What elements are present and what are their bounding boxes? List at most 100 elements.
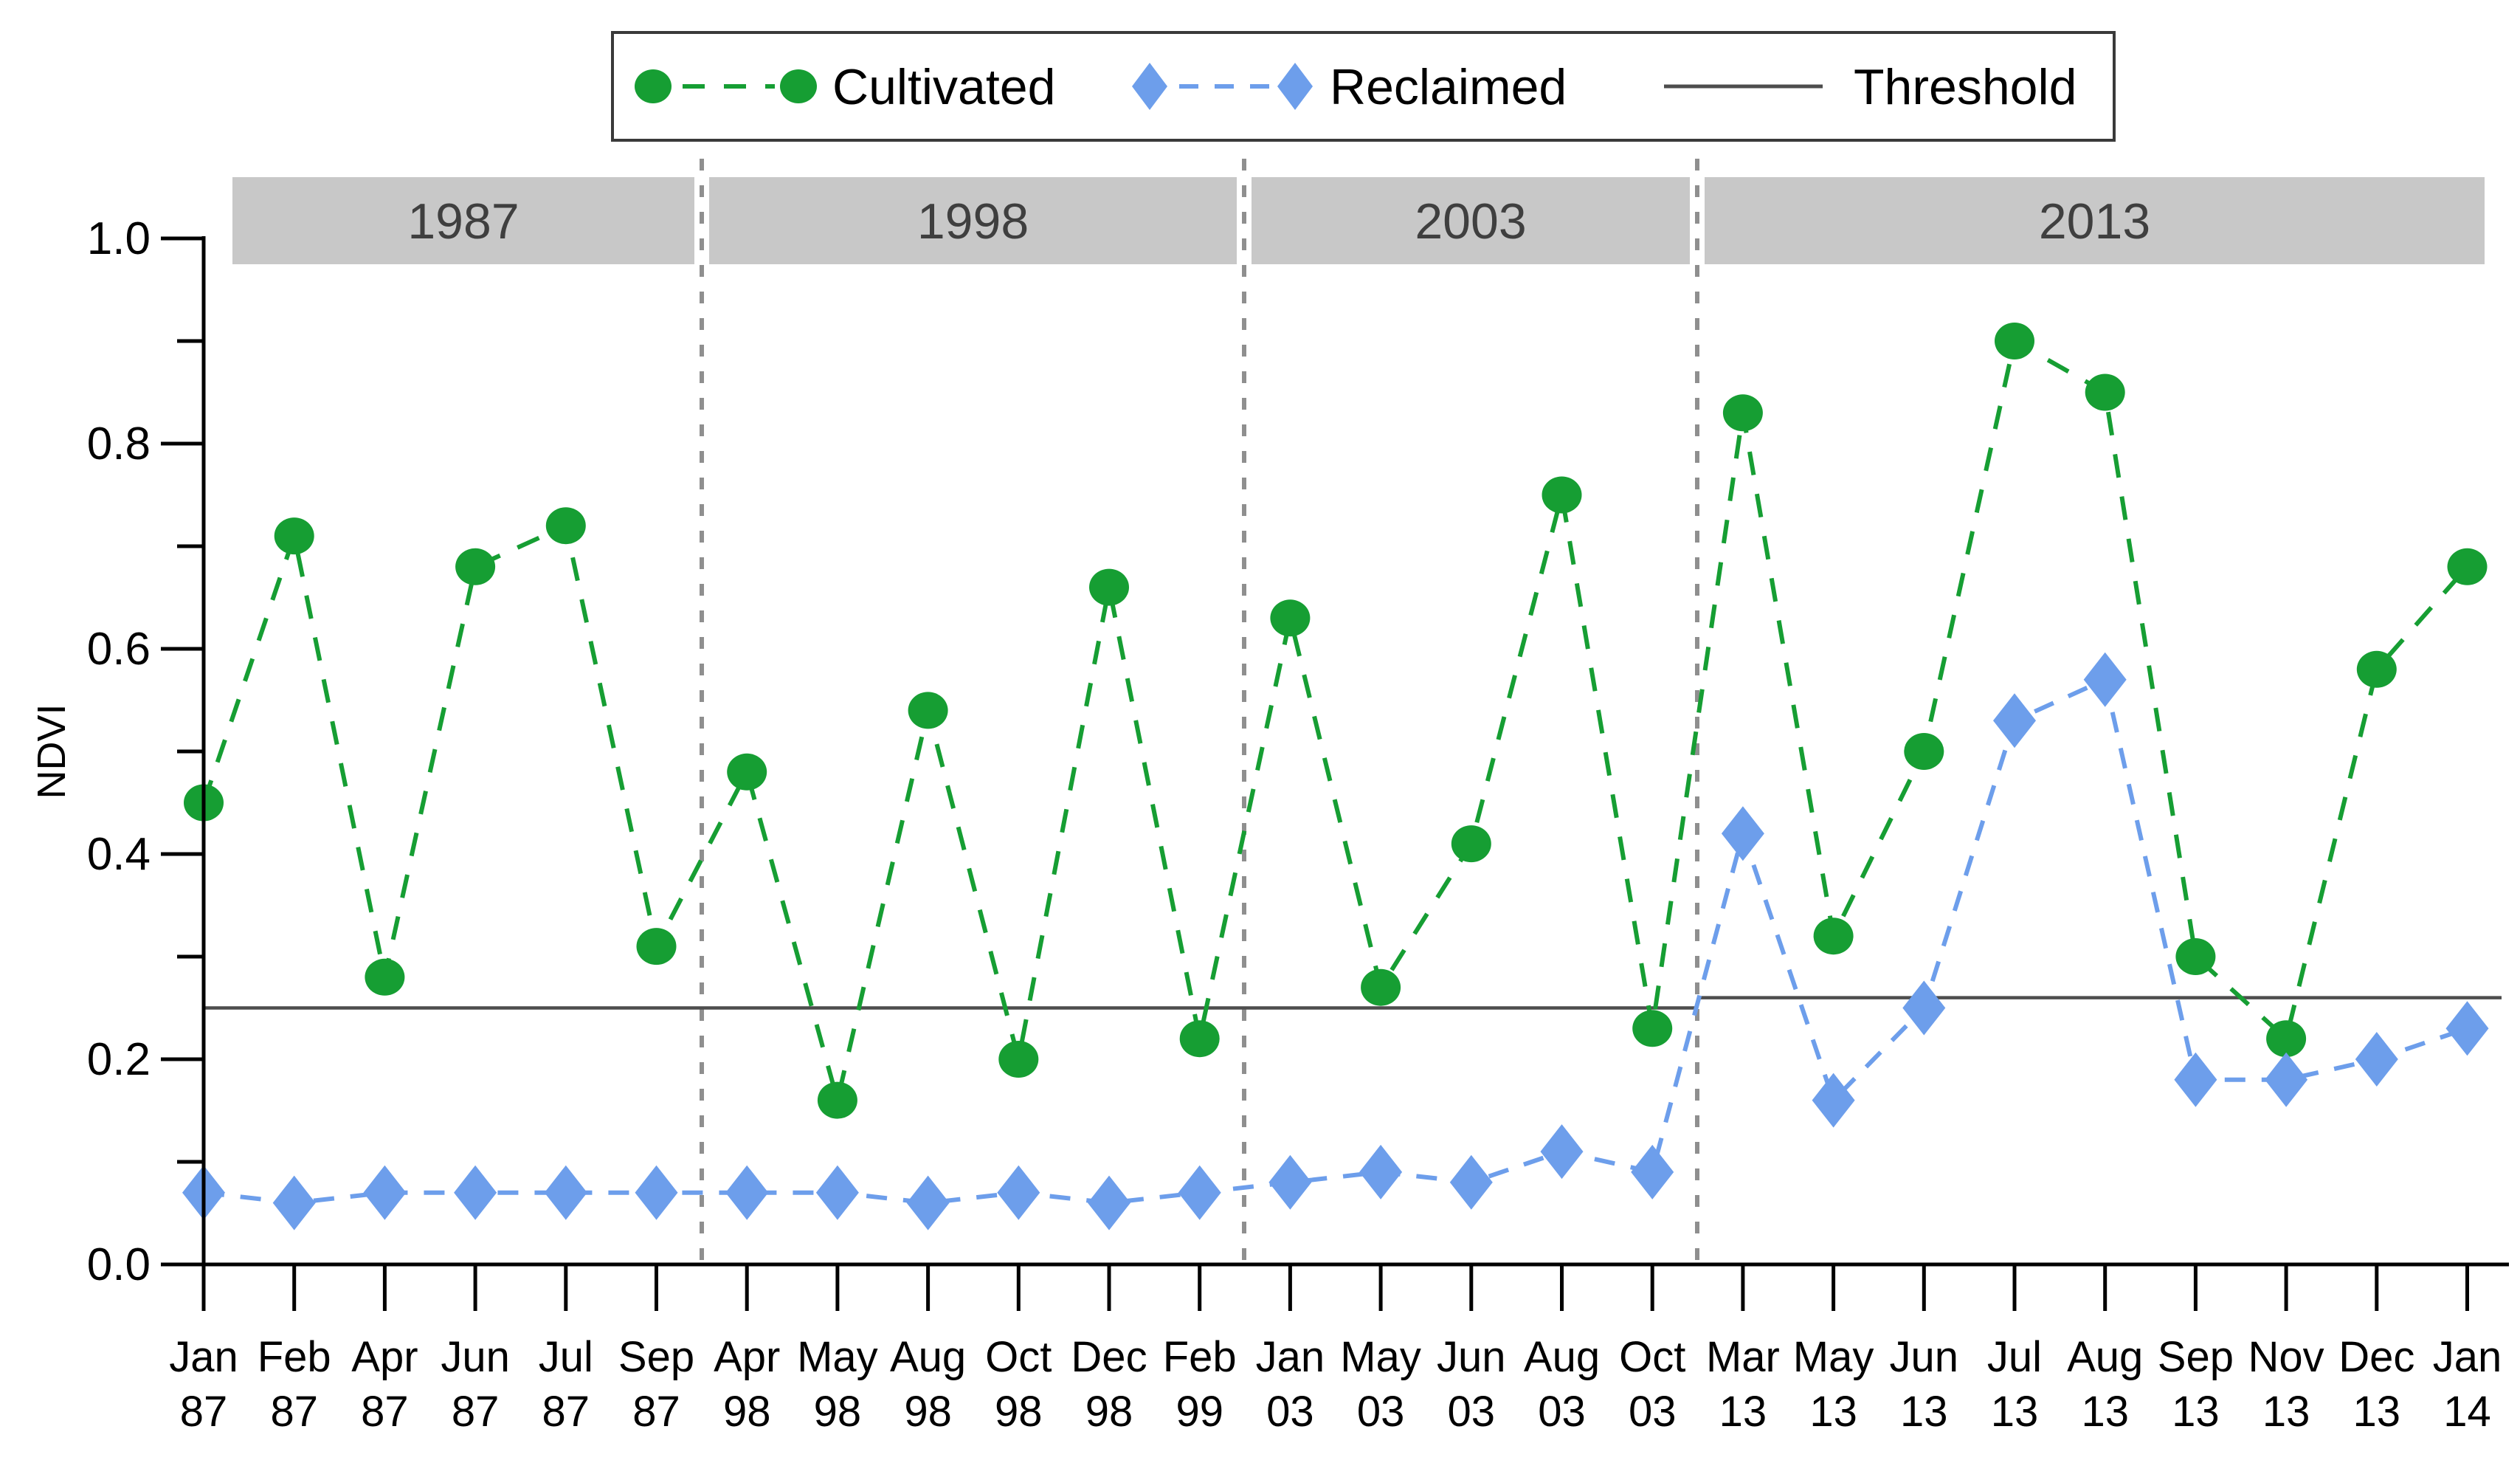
point-reclaimed-Mar-13 (1721, 806, 1764, 861)
y-tick-label: 0.0 (87, 1239, 151, 1290)
legend-reclaimed-diamond-icon (1132, 63, 1167, 110)
x-tick-label-month: Apr (714, 1333, 780, 1381)
panel-label-1987: 1987 (407, 193, 519, 249)
x-tick-label-year: 87 (632, 1388, 680, 1436)
point-cultivated-Dec-98 (1089, 568, 1129, 606)
point-reclaimed-Aug-13 (2083, 652, 2127, 707)
legend-reclaimed-diamond-icon (1277, 63, 1313, 110)
x-tick-label-year: 87 (180, 1388, 228, 1436)
x-tick-label-month: Jan (1256, 1333, 1325, 1381)
point-reclaimed-Dec-13 (2355, 1032, 2398, 1087)
x-tick-label-year: 98 (995, 1388, 1043, 1436)
x-tick-label-month: Jun (441, 1333, 510, 1381)
point-reclaimed-May-98 (815, 1165, 859, 1220)
point-reclaimed-Aug-98 (906, 1175, 950, 1230)
x-tick-label-year: 03 (1538, 1388, 1586, 1436)
panel-band (709, 177, 1237, 264)
x-tick-label-month: Jun (1890, 1333, 1959, 1381)
point-reclaimed-May-03 (1359, 1144, 1403, 1199)
point-cultivated-Mar-13 (1722, 394, 1763, 432)
x-tick-label-year: 87 (361, 1388, 409, 1436)
legend-cultivated-dot-icon (635, 69, 672, 103)
point-cultivated-May-13 (1813, 918, 1854, 955)
point-reclaimed-May-13 (1812, 1073, 1855, 1128)
point-cultivated-Dec-13 (2356, 650, 2397, 688)
point-reclaimed-Jun-03 (1449, 1154, 1493, 1210)
point-reclaimed-Apr-87 (363, 1165, 407, 1220)
x-tick-label-year: 87 (270, 1388, 318, 1436)
point-cultivated-Sep-87 (636, 928, 677, 965)
x-tick-label-month: Jul (1987, 1333, 2042, 1381)
point-reclaimed-Dec-98 (1088, 1175, 1130, 1230)
x-tick-label-month: Nov (2248, 1333, 2324, 1381)
x-tick-label-month: Feb (1163, 1333, 1237, 1381)
point-reclaimed-Feb-99 (1178, 1165, 1221, 1220)
x-tick-label-year: 03 (1357, 1388, 1405, 1436)
x-tick-label-month: Jan (169, 1333, 238, 1381)
x-tick-label-year: 87 (452, 1388, 500, 1436)
point-cultivated-Jul-13 (1995, 323, 2034, 359)
x-tick-label-year: 13 (1719, 1388, 1767, 1436)
series-reclaimed (182, 652, 2489, 1230)
point-cultivated-Jan-03 (1270, 599, 1311, 637)
x-tick-label-month: May (797, 1333, 878, 1381)
point-cultivated-Aug-98 (908, 692, 948, 729)
x-tick-label-month: Dec (2338, 1333, 2414, 1381)
x-tick-label-year: 14 (2443, 1388, 2491, 1436)
point-cultivated-Feb-99 (1179, 1020, 1220, 1058)
point-reclaimed-Jul-13 (1993, 693, 2036, 748)
x-tick-label-month: May (1793, 1333, 1874, 1381)
panel-label-2013: 2013 (2039, 193, 2150, 249)
y-tick-label: 0.6 (87, 624, 151, 675)
legend-cultivated-dot-icon (780, 69, 817, 103)
point-cultivated-Sep-13 (2175, 938, 2216, 975)
x-tick-label-year: 98 (904, 1388, 952, 1436)
point-cultivated-Jun-13 (1904, 733, 1944, 770)
point-reclaimed-Oct-03 (1631, 1144, 1674, 1199)
y-tick-label: 1.0 (87, 213, 151, 264)
point-reclaimed-Oct-98 (997, 1165, 1040, 1220)
y-axis-title: NDVI (30, 703, 74, 799)
panel-label-2003: 2003 (1415, 193, 1526, 249)
x-tick-label-month: Jan (2433, 1333, 2502, 1381)
legend: Cultivated Reclaimed Threshold (611, 31, 2116, 142)
legend-item-cultivated: Cultivated (635, 59, 1055, 115)
x-tick-label-month: Sep (618, 1333, 694, 1381)
x-tick-label-year: 13 (2172, 1388, 2220, 1436)
point-cultivated-Jun-03 (1451, 825, 1491, 863)
legend-threshold-label: Threshold (1854, 59, 2077, 115)
point-cultivated-May-03 (1361, 968, 1401, 1006)
point-cultivated-Apr-87 (365, 958, 405, 996)
point-cultivated-May-98 (817, 1081, 857, 1119)
panel-header-2003: 2003 (1252, 177, 1690, 264)
point-cultivated-Apr-98 (727, 753, 767, 791)
panel-header-2013: 2013 (1705, 177, 2485, 264)
legend-item-threshold: Threshold (1664, 59, 2077, 115)
point-cultivated-Jan-14 (2447, 548, 2488, 585)
point-reclaimed-Apr-98 (725, 1165, 769, 1220)
x-tick-label-month: Aug (1524, 1333, 1600, 1381)
legend-item-reclaimed: Reclaimed (1132, 59, 1567, 115)
y-tick-label: 0.4 (87, 829, 151, 880)
point-cultivated-Aug-13 (2085, 374, 2125, 411)
x-tick-label-month: May (1340, 1333, 1421, 1381)
panel-header-1998: 1998 (709, 177, 1237, 264)
threshold-line-group (204, 996, 2502, 1010)
point-reclaimed-Jul-87 (544, 1165, 587, 1220)
point-reclaimed-Nov-13 (2265, 1052, 2308, 1107)
panel-header-1987: 1987 (232, 177, 694, 264)
x-tick-label-year: 98 (723, 1388, 771, 1436)
x-tick-label-year: 98 (814, 1388, 862, 1436)
point-reclaimed-Sep-87 (635, 1165, 678, 1220)
x-tick-label-month: Sep (2158, 1333, 2234, 1381)
panel-band (1252, 177, 1690, 264)
point-cultivated-Oct-98 (998, 1041, 1039, 1078)
point-cultivated-Nov-13 (2266, 1020, 2307, 1058)
x-tick-label-month: Oct (985, 1333, 1052, 1381)
point-reclaimed-Jun-87 (454, 1165, 497, 1220)
series-cultivated (184, 323, 2488, 1119)
point-cultivated-Jun-87 (455, 548, 496, 585)
x-tick-label-month: Oct (1619, 1333, 1685, 1381)
point-reclaimed-Aug-03 (1540, 1124, 1584, 1180)
y-tick-label: 0.8 (87, 419, 151, 469)
